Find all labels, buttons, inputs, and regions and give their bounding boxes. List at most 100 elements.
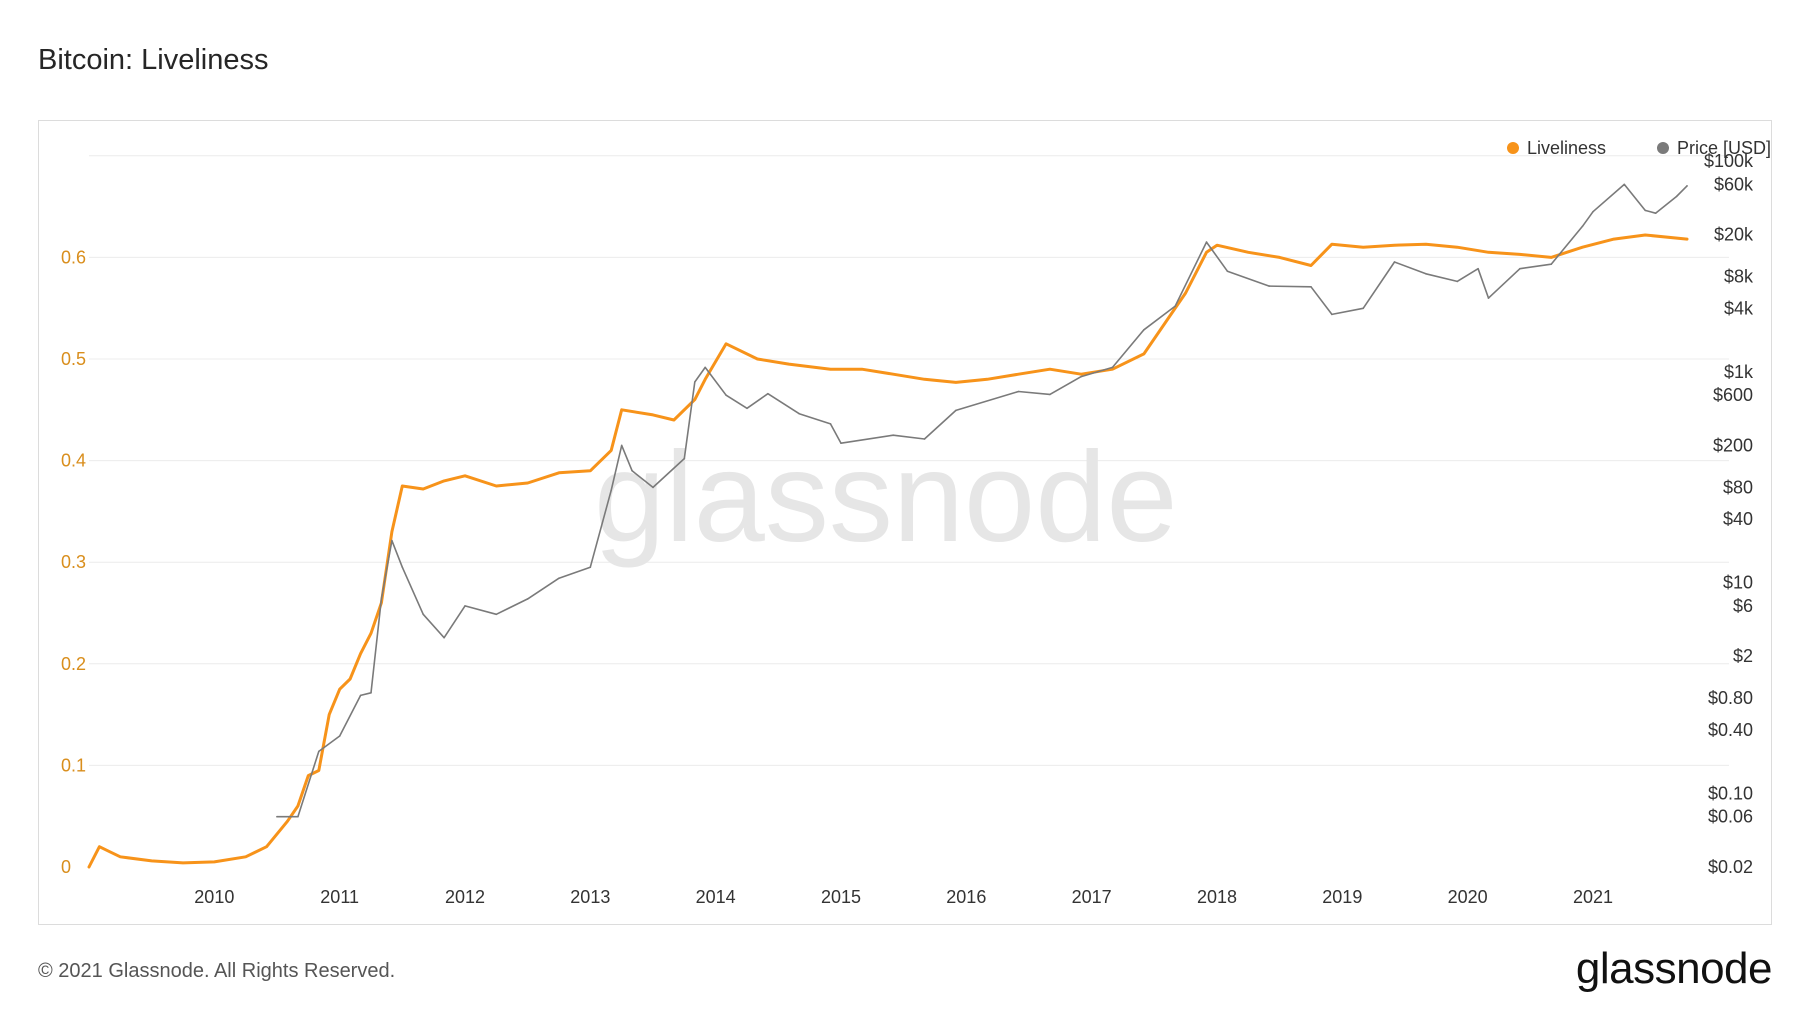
price-usd-point: [297, 815, 299, 818]
liveliness-point: [1519, 253, 1521, 256]
legend-marker: [1657, 142, 1669, 154]
price-usd-point: [829, 423, 832, 425]
price-usd-point: [704, 366, 706, 369]
liveliness-point: [558, 472, 560, 474]
price-usd-point: [1049, 393, 1051, 396]
glassnode-logo[interactable]: glassnode: [1575, 944, 1773, 993]
liveliness-chart: glassnode 0 0.1 0.2 0.3 0.4 0.5 0.6 $0.02 $0.06…: [61, 138, 1771, 907]
price-usd-point: [1017, 390, 1020, 393]
price-usd-point: [631, 470, 633, 472]
liveliness-point: [1613, 238, 1615, 240]
x-tick-label: 2017: [1072, 887, 1112, 907]
liveliness-point: [338, 688, 341, 690]
price-usd-point: [558, 577, 560, 579]
liveliness-point: [244, 856, 247, 858]
price-usd-point: [1477, 267, 1479, 270]
right-tick-label: $0.80: [1708, 688, 1753, 708]
liveliness-point: [610, 449, 612, 452]
x-tick-label: 2014: [696, 887, 736, 907]
price-usd-point: [443, 636, 445, 639]
liveliness-point: [725, 343, 727, 345]
price-usd-point: [1686, 185, 1688, 187]
liveliness-point: [391, 530, 393, 533]
left-tick-label: 0.5: [61, 349, 86, 369]
price-usd-line: [276, 183, 1688, 818]
price-usd-point: [610, 489, 612, 492]
price-usd-point: [380, 598, 383, 600]
price-usd-point: [1205, 241, 1208, 243]
watermark: glassnode: [594, 426, 1178, 569]
liveliness-point: [652, 414, 654, 416]
price-usd-point: [746, 407, 748, 410]
legend: Liveliness Price [USD]: [1507, 138, 1771, 158]
liveliness-point: [359, 652, 362, 655]
liveliness-point: [495, 485, 498, 487]
liveliness-point: [88, 866, 90, 868]
right-tick-label: $8k: [1724, 267, 1754, 287]
price-usd-point: [892, 434, 894, 437]
legend-label: Liveliness: [1527, 138, 1606, 158]
price-usd-point: [1550, 263, 1552, 265]
liveliness-point: [464, 475, 466, 477]
price-usd-point: [370, 692, 372, 694]
price-usd-point: [1174, 305, 1176, 307]
legend-marker: [1507, 142, 1519, 154]
liveliness-point: [1644, 234, 1646, 236]
liveliness-point: [955, 381, 957, 384]
price-usd-point: [955, 409, 957, 412]
price-usd-point: [725, 394, 727, 397]
right-tick-label: $40: [1723, 509, 1753, 529]
x-axis: 2010 2011 2012 2013 2014 2015 2016 2017 2018 2019…: [194, 887, 1613, 907]
price-usd-point: [1487, 297, 1490, 299]
liveliness-point: [98, 845, 101, 848]
right-tick-label: $10: [1723, 573, 1753, 593]
liveliness-point: [150, 860, 153, 862]
liveliness-point: [1080, 373, 1082, 375]
page-title: Bitcoin: Liveliness: [38, 44, 269, 76]
liveliness-point: [1487, 251, 1490, 254]
right-tick-label: $100k: [1704, 151, 1754, 171]
price-usd-point: [798, 412, 800, 415]
price-usd-point: [1111, 366, 1114, 369]
x-tick-label: 2013: [570, 887, 610, 907]
liveliness-point: [318, 769, 320, 772]
price-usd-point: [401, 566, 404, 568]
liveliness-point: [1686, 238, 1688, 240]
price-usd-point: [694, 381, 696, 383]
liveliness-point: [1393, 244, 1396, 246]
left-tick-label: 0: [61, 857, 71, 877]
liveliness-point: [829, 368, 832, 370]
right-tick-label: $20k: [1714, 225, 1754, 245]
liveliness-point: [1425, 243, 1427, 245]
price-usd-point: [1331, 313, 1333, 316]
liveliness-point: [1216, 244, 1218, 246]
liveliness-point: [1278, 256, 1281, 259]
liveliness-point: [892, 373, 894, 375]
liveliness-point: [286, 820, 289, 823]
liveliness-point: [986, 378, 988, 381]
x-tick-label: 2019: [1322, 887, 1362, 907]
chart-frame: glassnode 0 0.1 0.2 0.3 0.4 0.5 0.6 $0.02 $0.06…: [38, 120, 1772, 925]
price-usd-point: [1080, 375, 1082, 378]
right-tick-label: $60k: [1714, 174, 1754, 194]
right-axis: $0.02 $0.06 $0.10 $0.40 $0.80 $2 $6 $10 $40 $80 $2…: [1704, 151, 1754, 877]
liveliness-point: [694, 398, 696, 401]
liveliness-point: [1362, 246, 1364, 248]
price-usd-point: [1581, 225, 1584, 228]
liveliness-point: [1456, 246, 1458, 248]
x-tick-label: 2015: [821, 887, 861, 907]
liveliness-point: [1111, 368, 1114, 370]
price-usd-point: [1519, 267, 1521, 270]
x-tick-label: 2018: [1197, 887, 1237, 907]
liveliness-point: [213, 861, 216, 863]
price-usd-point: [1226, 270, 1229, 272]
liveliness-point: [422, 488, 425, 490]
price-usd-point: [422, 613, 425, 616]
liveliness-point: [328, 713, 331, 716]
liveliness-point: [1049, 368, 1051, 370]
price-usd-point: [1143, 329, 1145, 331]
price-usd-point: [1644, 209, 1646, 212]
price-usd-point: [495, 613, 498, 616]
price-usd-point: [767, 392, 769, 395]
price-usd-point: [464, 605, 466, 607]
